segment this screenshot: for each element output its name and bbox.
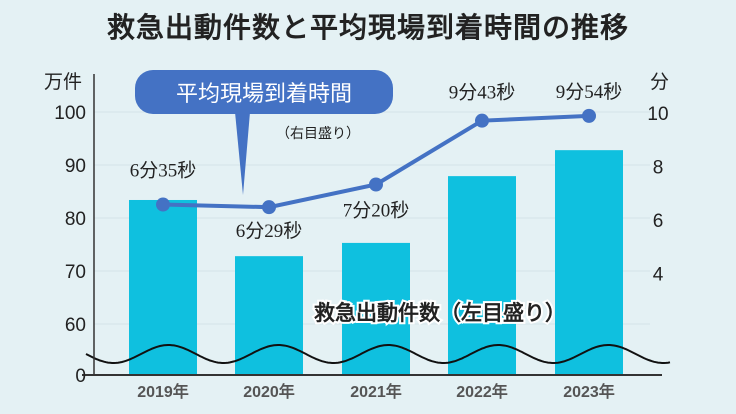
bar bbox=[235, 256, 303, 375]
left-axis-tick: 0 bbox=[75, 366, 86, 387]
line-point bbox=[262, 200, 276, 215]
line-point bbox=[582, 108, 596, 123]
line-data-label: 9分54秒 bbox=[556, 81, 623, 103]
left-axis-tick: 80 bbox=[65, 209, 86, 230]
left-axis-tick: 60 bbox=[65, 315, 86, 336]
line-series bbox=[162, 113, 590, 210]
line-series-callout bbox=[135, 70, 393, 114]
left-axis-unit: 万件 bbox=[44, 71, 82, 93]
x-axis-label: 2019年 bbox=[137, 382, 189, 401]
line-data-label: 6分35秒 bbox=[130, 160, 197, 182]
x-axis-label: 2020年 bbox=[243, 382, 295, 401]
line-series-sublabel: （右目盛り） bbox=[276, 126, 360, 142]
line-point bbox=[475, 113, 489, 128]
line-data-label: 9分43秒 bbox=[449, 82, 516, 104]
left-axis-tick: 70 bbox=[65, 262, 86, 283]
x-axis-label: 2023年 bbox=[563, 382, 615, 401]
line-data-label: 7分20秒 bbox=[343, 199, 410, 221]
line-data-label: 6分29秒 bbox=[236, 220, 303, 242]
right-axis-unit: 分 bbox=[650, 71, 669, 93]
chart-title: 救急出動件数と平均現場到着時間の推移 bbox=[106, 11, 629, 44]
bar bbox=[555, 150, 623, 375]
line-series-name: 平均現場到着時間 bbox=[176, 82, 352, 107]
line-point bbox=[369, 177, 383, 192]
line-point bbox=[156, 197, 170, 212]
right-axis-tick: 4 bbox=[653, 264, 664, 285]
callout-tail bbox=[235, 112, 250, 195]
x-axis-label: 2021年 bbox=[350, 382, 402, 401]
right-axis-tick: 6 bbox=[653, 211, 664, 232]
right-axis-tick: 8 bbox=[653, 158, 664, 179]
bar bbox=[448, 176, 516, 375]
left-axis-tick: 90 bbox=[65, 156, 86, 177]
bar bbox=[342, 242, 410, 375]
right-axis-tick: 10 bbox=[647, 104, 668, 125]
left-axis-tick: 100 bbox=[54, 103, 86, 124]
x-axis-label: 2022年 bbox=[456, 382, 508, 401]
bar-series-label: 救急出動件数（左目盛り） bbox=[314, 301, 566, 325]
axis-break-wave bbox=[85, 344, 671, 364]
